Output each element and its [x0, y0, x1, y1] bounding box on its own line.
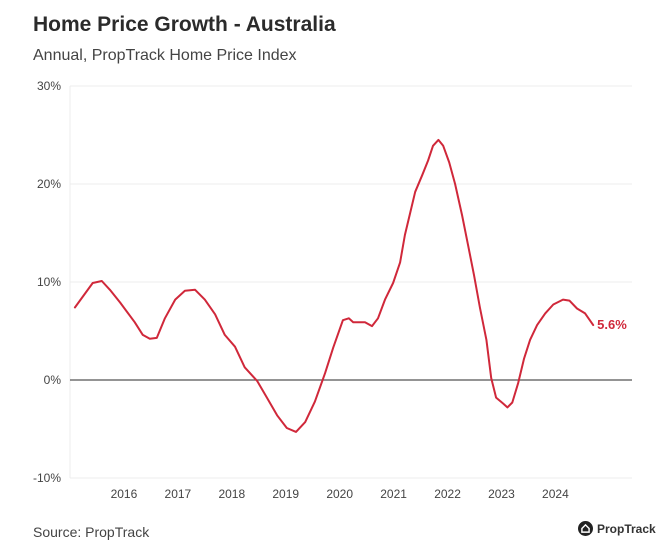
source-note: Source: PropTrack	[33, 524, 150, 540]
x-tick-label: 2018	[218, 487, 245, 501]
series-line	[73, 138, 595, 433]
house-icon	[578, 521, 593, 536]
proptrack-logo: PropTrack	[578, 521, 656, 536]
chart-subtitle: Annual, PropTrack Home Price Index	[33, 47, 297, 64]
y-tick-label: 30%	[37, 79, 61, 93]
x-tick-label: 2023	[488, 487, 515, 501]
end-value-label: 5.6%	[597, 317, 627, 332]
y-tick-label: 0%	[44, 373, 62, 387]
x-tick-label: 2021	[380, 487, 407, 501]
x-tick-label: 2016	[111, 487, 138, 501]
y-tick-label: -10%	[33, 471, 61, 485]
chart-title: Home Price Growth - Australia	[33, 13, 336, 36]
x-tick-label: 2017	[165, 487, 192, 501]
x-axis-ticks: 2016 2017 2018 2019 2020 2021 2022 2023 2024	[111, 487, 569, 501]
grid	[69, 85, 632, 479]
x-tick-label: 2024	[542, 487, 569, 501]
y-tick-label: 10%	[37, 275, 61, 289]
series-lines: 5.6%	[73, 138, 627, 433]
y-tick-label: 20%	[37, 177, 61, 191]
x-tick-label: 2019	[272, 487, 299, 501]
x-tick-label: 2020	[326, 487, 353, 501]
x-tick-label: 2022	[434, 487, 461, 501]
logo-text: PropTrack	[597, 521, 656, 536]
y-axis-ticks: 30% 20% 10% 0% -10%	[33, 79, 61, 485]
